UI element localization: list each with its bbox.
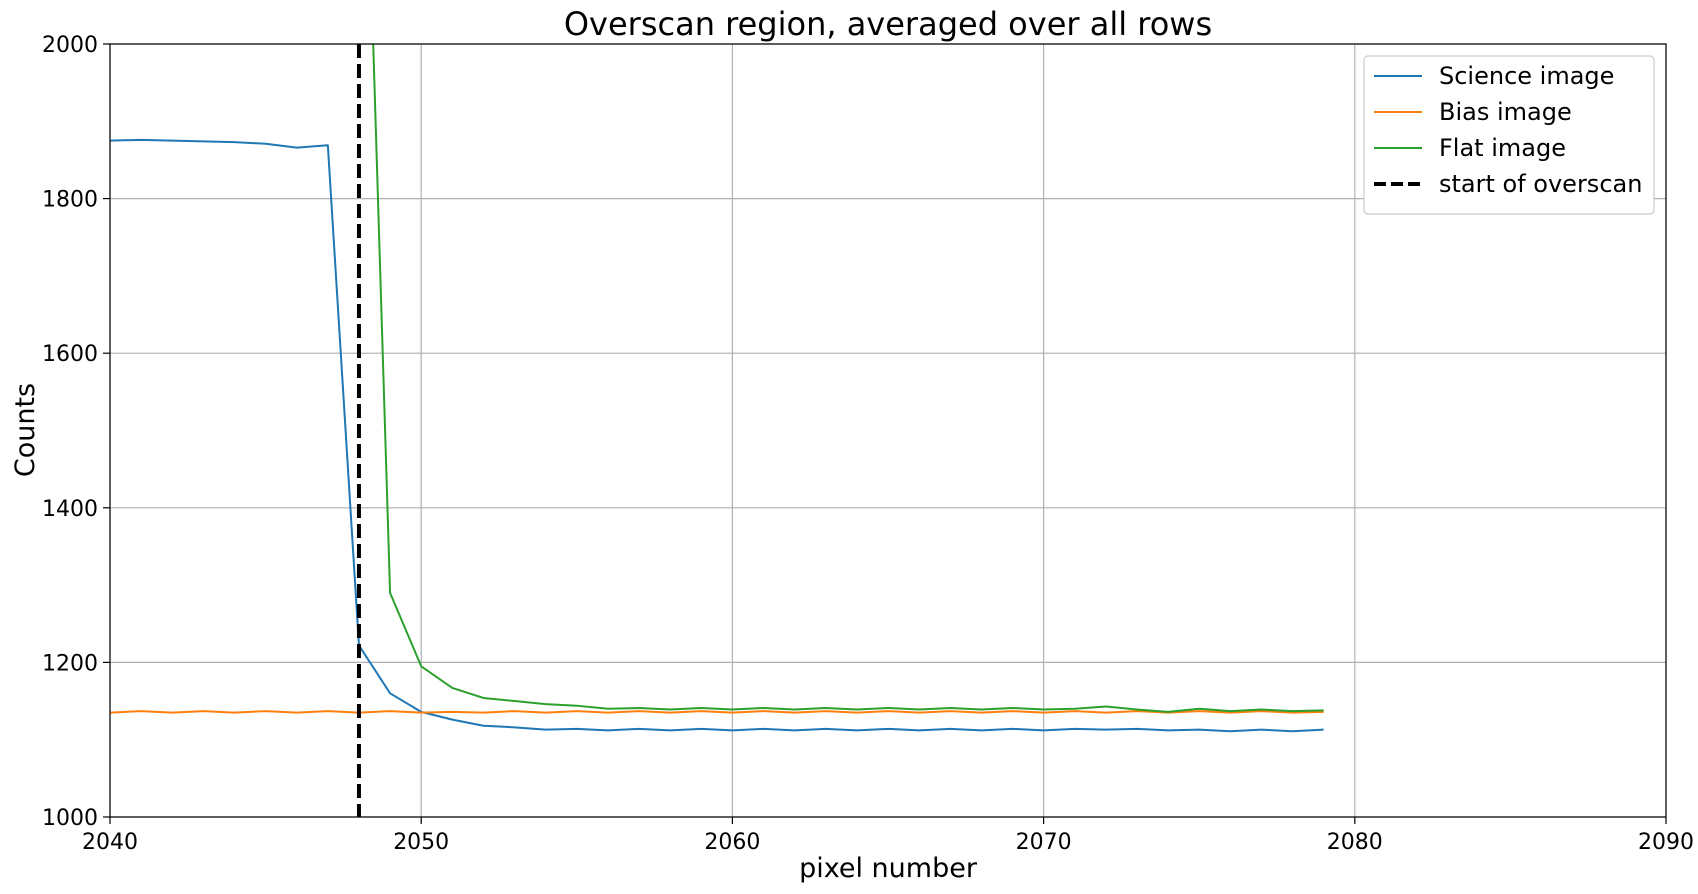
x-tick-label: 2090 <box>1638 830 1694 855</box>
ticks: 2040 2050 2060 2070 2080 2090 1000 1200 1400 1600… <box>42 33 1694 855</box>
y-tick-label: 1200 <box>42 651 98 676</box>
y-tick-label: 1400 <box>42 497 98 522</box>
x-tick-label: 2080 <box>1327 830 1383 855</box>
x-tick-label: 2040 <box>82 830 138 855</box>
x-tick-label: 2070 <box>1016 830 1072 855</box>
bias-image-line <box>110 710 1324 714</box>
chart-title: Overscan region, averaged over all rows <box>564 5 1212 43</box>
legend-label-flat-image: Flat image <box>1439 134 1566 162</box>
legend-label-bias-image: Bias image <box>1439 98 1572 126</box>
y-tick-label: 1000 <box>42 806 98 831</box>
legend-label-science-image: Science image <box>1439 62 1614 90</box>
legend-box <box>1363 55 1655 215</box>
legend-label-start-of-overscan: start of overscan <box>1439 170 1642 198</box>
y-tick-label: 2000 <box>42 33 98 58</box>
x-tick-label: 2050 <box>393 830 449 855</box>
science-image-line <box>110 138 1324 733</box>
flat-image-line <box>372 44 1324 713</box>
x-tick-label: 2060 <box>704 830 760 855</box>
legend: Science image Bias image Flat image start o… <box>1363 55 1655 215</box>
y-tick-label: 1600 <box>42 342 98 367</box>
series-layer <box>110 44 1324 817</box>
plot-area-frame <box>109 43 1667 818</box>
y-tick-label: 1800 <box>42 188 98 213</box>
x-axis-label: pixel number <box>799 853 978 884</box>
y-axis-label: Counts <box>10 383 41 477</box>
